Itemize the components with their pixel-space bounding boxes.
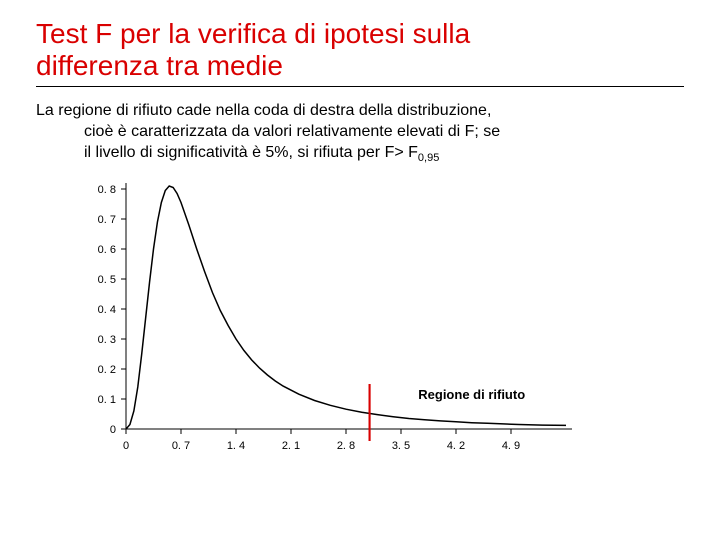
title-line-1: Test F per la verifica di ipotesi sulla (36, 18, 470, 49)
svg-text:4. 2: 4. 2 (447, 440, 465, 452)
paragraph-line-3: il livello di significatività è 5%, si r… (36, 143, 684, 165)
svg-text:4. 9: 4. 9 (502, 440, 520, 452)
title-line-2: differenza tra medie (36, 50, 283, 81)
svg-text:0: 0 (110, 424, 116, 436)
svg-text:0. 6: 0. 6 (98, 244, 116, 256)
svg-text:0. 3: 0. 3 (98, 334, 116, 346)
f-distribution-chart: 0 0. 1 0. 2 0. 3 0. 4 0. 5 0. 6 0. 7 0. 8 0 0. 7 1.… (76, 179, 596, 479)
svg-text:1. 4: 1. 4 (227, 440, 245, 452)
svg-text:2. 1: 2. 1 (282, 440, 300, 452)
svg-text:3. 5: 3. 5 (392, 440, 410, 452)
svg-text:0: 0 (123, 440, 129, 452)
paragraph-subscript: 0,95 (418, 152, 439, 164)
body-paragraph: La regione di rifiuto cade nella coda di… (36, 101, 684, 165)
svg-text:0. 2: 0. 2 (98, 364, 116, 376)
svg-text:2. 8: 2. 8 (337, 440, 355, 452)
svg-text:0. 8: 0. 8 (98, 184, 116, 196)
paragraph-line-3a: il livello di significatività è 5%, si r… (84, 144, 418, 161)
chart-svg: 0 0. 1 0. 2 0. 3 0. 4 0. 5 0. 6 0. 7 0. 8 0 0. 7 1.… (76, 179, 596, 469)
svg-text:0. 7: 0. 7 (172, 440, 190, 452)
svg-text:0. 4: 0. 4 (98, 304, 116, 316)
slide: Test F per la verifica di ipotesi sulla … (0, 0, 720, 479)
title-underline (36, 86, 684, 87)
slide-title: Test F per la verifica di ipotesi sulla … (36, 18, 684, 82)
paragraph-line-2: cioè è caratterizzata da valori relativa… (36, 122, 684, 143)
svg-text:0. 1: 0. 1 (98, 394, 116, 406)
svg-text:0. 7: 0. 7 (98, 214, 116, 226)
svg-text:0. 5: 0. 5 (98, 274, 116, 286)
paragraph-line-1: La regione di rifiuto cade nella coda di… (36, 102, 491, 119)
svg-text:Regione di rifiuto: Regione di rifiuto (418, 387, 525, 402)
